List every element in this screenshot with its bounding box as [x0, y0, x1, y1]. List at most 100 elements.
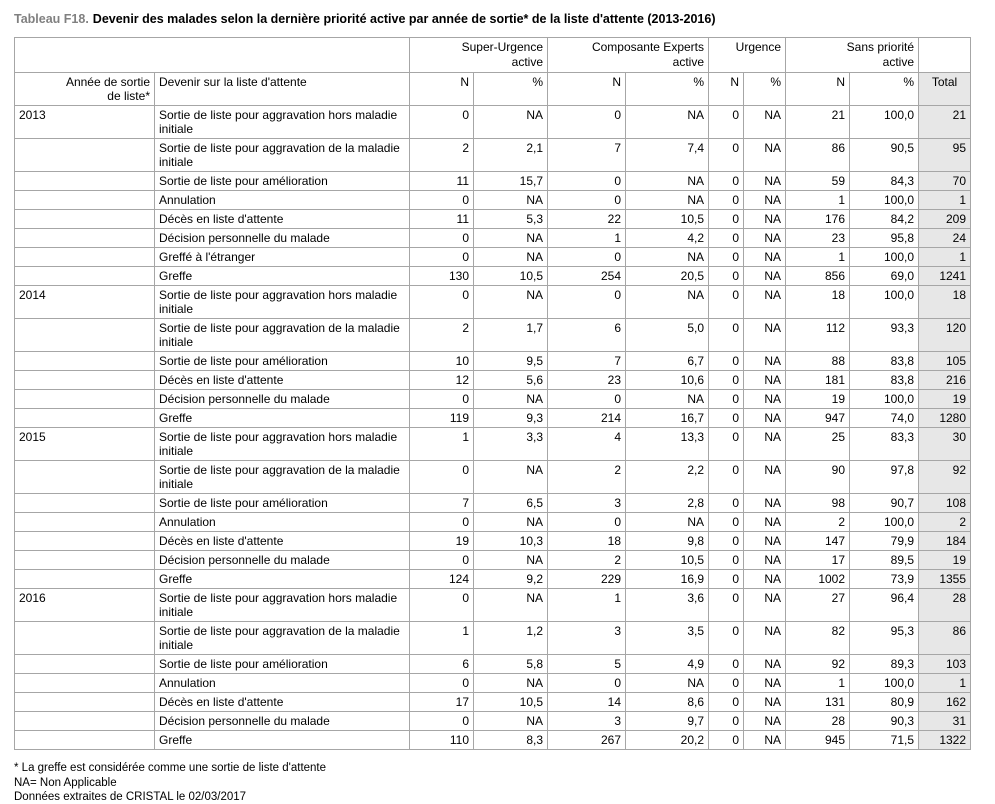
n-value-cell: 214	[547, 408, 626, 428]
pct-value-cell: NA	[742, 318, 787, 352]
pct-value-cell: 93,3	[849, 318, 920, 352]
n-column-header: N	[785, 72, 851, 106]
pct-value-cell: 100,0	[849, 247, 920, 267]
pct-value-cell: 89,3	[849, 654, 920, 674]
n-value-cell: 19	[785, 389, 851, 409]
pct-value-cell: 10,5	[625, 550, 709, 570]
outcome-cell: Greffe	[154, 408, 410, 428]
table-number: Tableau F18.	[14, 12, 89, 26]
total-column-header: Total	[918, 72, 972, 106]
pct-value-cell: 5,0	[625, 318, 709, 352]
n-value-cell: 0	[409, 285, 474, 319]
pct-value-cell: NA	[742, 569, 787, 589]
outcome-cell: Greffé à l'étranger	[154, 247, 410, 267]
total-cell: 28	[918, 588, 972, 622]
n-value-cell: 0	[708, 370, 744, 390]
n-column-header: N	[409, 72, 474, 106]
total-cell: 1	[918, 673, 972, 693]
total-cell: 1	[918, 190, 972, 210]
total-cell: 108	[918, 493, 972, 513]
n-value-cell: 0	[708, 138, 744, 172]
blank-total-header-cell	[918, 37, 972, 73]
pct-value-cell: NA	[742, 171, 787, 191]
total-cell: 21	[918, 105, 972, 139]
pct-value-cell: 9,7	[625, 711, 709, 731]
pct-column-header: %	[625, 72, 709, 106]
n-value-cell: 945	[785, 730, 851, 750]
year-cell	[14, 247, 155, 267]
pct-value-cell: 90,7	[849, 493, 920, 513]
n-value-cell: 0	[708, 351, 744, 371]
pct-value-cell: 8,3	[473, 730, 548, 750]
outcome-cell: Décès en liste d'attente	[154, 531, 410, 551]
n-value-cell: 0	[708, 493, 744, 513]
n-value-cell: 21	[785, 105, 851, 139]
group-header-row: Super-Urgence active Composante Experts …	[14, 37, 972, 73]
table-body: 2013 Sortie de liste pour aggravation hor…	[14, 105, 972, 750]
total-cell: 216	[918, 370, 972, 390]
pct-value-cell: 20,5	[625, 266, 709, 286]
year-cell: 2014	[14, 285, 155, 319]
n-value-cell: 25	[785, 427, 851, 461]
n-value-cell: 176	[785, 209, 851, 229]
table-row: Greffe 124 9,2 229 16,9 0 NA 1002 73,9 1355	[14, 569, 972, 589]
n-value-cell: 0	[547, 105, 626, 139]
outcome-cell: Annulation	[154, 190, 410, 210]
table-row: Annulation 0 NA 0 NA 0 NA 1 100,0 1	[14, 190, 972, 210]
pct-value-cell: 4,9	[625, 654, 709, 674]
pct-value-cell: 97,8	[849, 460, 920, 494]
pct-value-cell: 8,6	[625, 692, 709, 712]
total-cell: 86	[918, 621, 972, 655]
group-header-line1: Sans priorité	[846, 40, 915, 54]
pct-value-cell: NA	[473, 105, 548, 139]
pct-column-header: %	[473, 72, 548, 106]
pct-column-header: %	[742, 72, 787, 106]
pct-value-cell: 3,5	[625, 621, 709, 655]
n-value-cell: 147	[785, 531, 851, 551]
pct-value-cell: NA	[742, 550, 787, 570]
pct-value-cell: 20,2	[625, 730, 709, 750]
total-cell: 162	[918, 692, 972, 712]
n-value-cell: 0	[708, 427, 744, 461]
pct-value-cell: 74,0	[849, 408, 920, 428]
pct-value-cell: NA	[625, 512, 709, 532]
pct-value-cell: NA	[742, 621, 787, 655]
pct-value-cell: 1,2	[473, 621, 548, 655]
outcome-cell: Décision personnelle du malade	[154, 389, 410, 409]
n-value-cell: 0	[409, 550, 474, 570]
n-value-cell: 1	[547, 228, 626, 248]
pct-value-cell: NA	[742, 190, 787, 210]
year-cell: 2015	[14, 427, 155, 461]
year-cell	[14, 266, 155, 286]
pct-value-cell: 100,0	[849, 512, 920, 532]
pct-value-cell: 80,9	[849, 692, 920, 712]
outcome-column-header: Devenir sur la liste d'attente	[154, 72, 410, 106]
pct-value-cell: 16,7	[625, 408, 709, 428]
n-value-cell: 0	[409, 389, 474, 409]
n-value-cell: 0	[708, 190, 744, 210]
n-value-cell: 7	[409, 493, 474, 513]
total-cell: 31	[918, 711, 972, 731]
pct-value-cell: 89,5	[849, 550, 920, 570]
n-value-cell: 17	[785, 550, 851, 570]
pct-value-cell: 69,0	[849, 266, 920, 286]
n-value-cell: 0	[708, 171, 744, 191]
total-cell: 30	[918, 427, 972, 461]
n-value-cell: 124	[409, 569, 474, 589]
year-cell	[14, 730, 155, 750]
table-row: Décision personnelle du malade 0 NA 0 NA 0 NA 1…	[14, 389, 972, 409]
blank-header-cell	[14, 37, 410, 73]
total-cell: 1	[918, 247, 972, 267]
n-value-cell: 3	[547, 493, 626, 513]
n-value-cell: 1	[547, 588, 626, 622]
outcome-cell: Décision personnelle du malade	[154, 228, 410, 248]
total-cell: 120	[918, 318, 972, 352]
pct-value-cell: NA	[742, 370, 787, 390]
n-value-cell: 0	[708, 512, 744, 532]
pct-value-cell: 6,5	[473, 493, 548, 513]
pct-value-cell: NA	[742, 138, 787, 172]
year-column-header: Année de sortie de liste*	[14, 72, 155, 106]
n-value-cell: 0	[547, 673, 626, 693]
year-header-line1: Année de sortie	[65, 75, 150, 89]
n-value-cell: 1002	[785, 569, 851, 589]
